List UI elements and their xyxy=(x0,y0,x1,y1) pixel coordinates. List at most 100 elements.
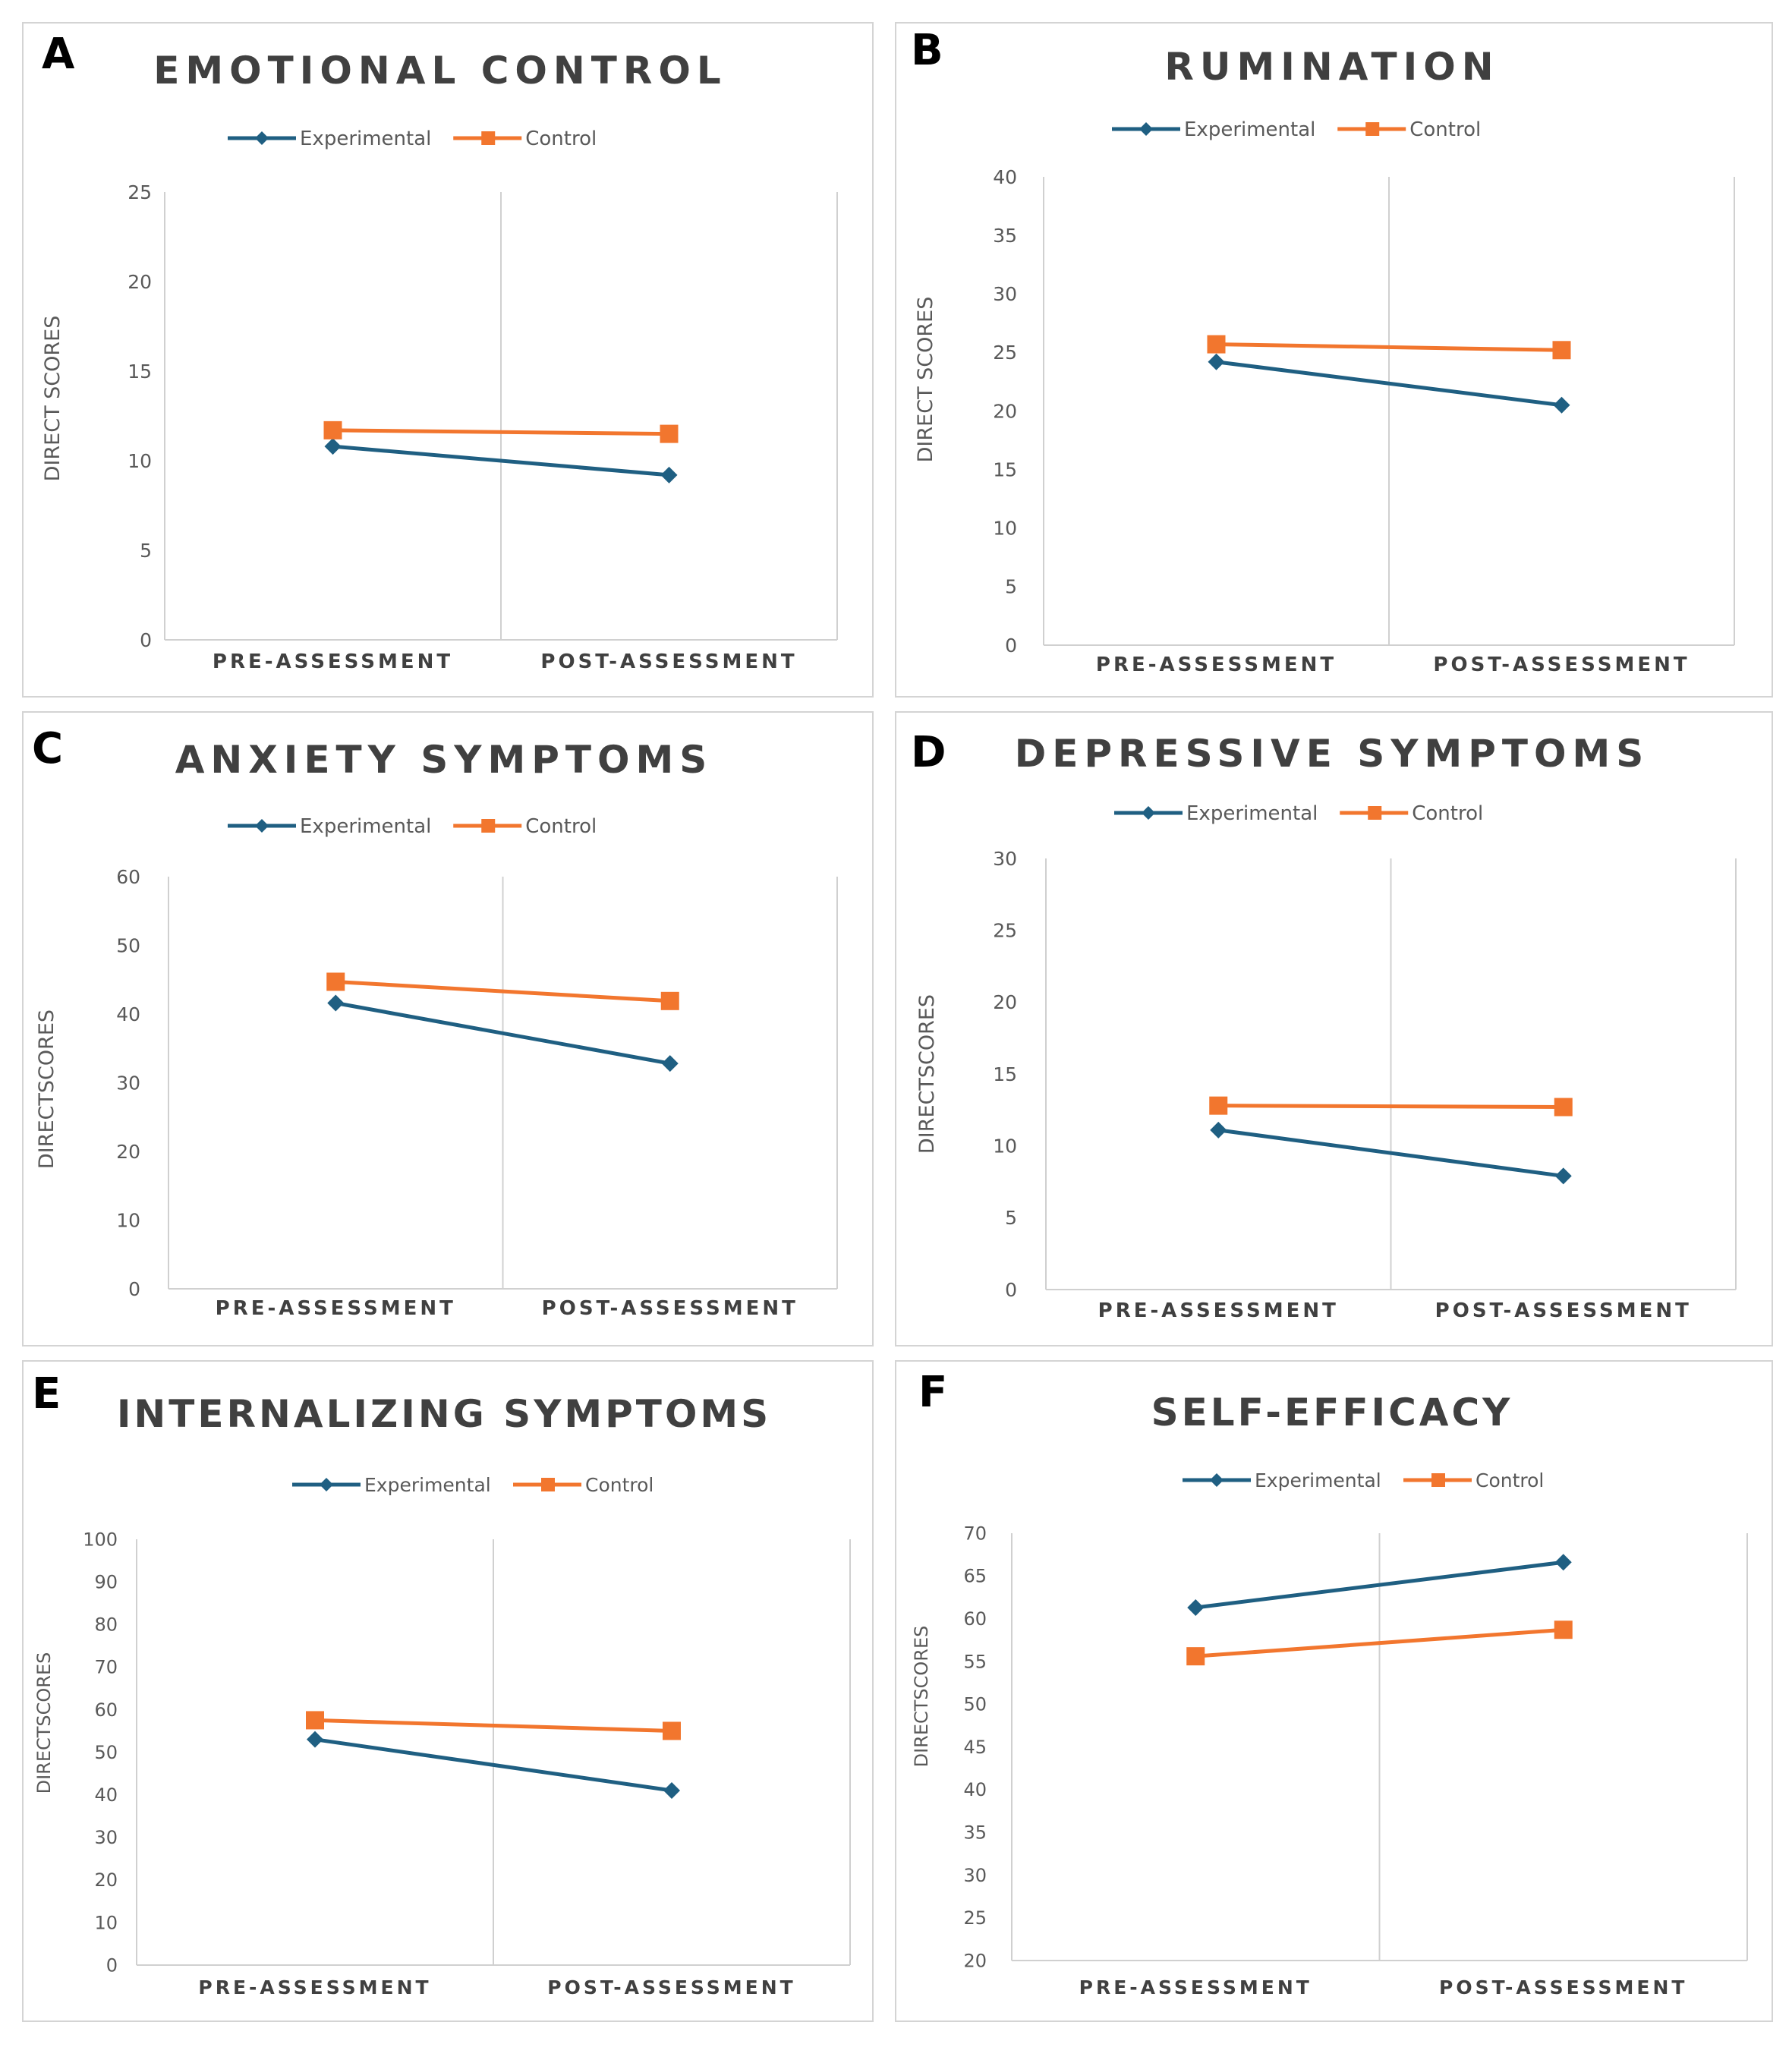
x-tick-label: POST-ASSESSMENT xyxy=(1439,1976,1687,1998)
y-tick-label: 15 xyxy=(993,458,1017,480)
legend: Experimental Control xyxy=(1114,802,1483,825)
y-tick-label: 5 xyxy=(1005,1207,1017,1229)
chart-title: SELF-EFFICACY xyxy=(1151,1391,1513,1435)
y-tick-label: 20 xyxy=(963,1950,987,1971)
panel-letter: E xyxy=(32,1369,61,1419)
legend-label: Control xyxy=(1409,118,1481,141)
y-tick-label: 100 xyxy=(83,1529,118,1550)
legend-marker-diamond xyxy=(255,819,269,833)
panel-border xyxy=(895,711,1773,1346)
series-line xyxy=(314,1737,672,1793)
y-tick-label: 0 xyxy=(1005,1279,1017,1301)
data-point-square xyxy=(323,420,342,439)
data-point-diamond xyxy=(307,1731,323,1748)
data-point-square xyxy=(663,1721,681,1740)
y-tick-label: 15 xyxy=(128,361,152,383)
data-point-diamond xyxy=(1187,1598,1205,1616)
y-tick-label: 65 xyxy=(963,1566,987,1587)
x-tick-label: POST-ASSESSMENT xyxy=(1435,1299,1692,1322)
series-experimental xyxy=(327,994,679,1072)
series-experimental xyxy=(307,1731,680,1799)
series-control xyxy=(326,972,679,1010)
y-tick-label: 5 xyxy=(1005,576,1017,598)
legend-label: Control xyxy=(525,128,597,150)
y-tick-label: 40 xyxy=(94,1784,118,1806)
series-line xyxy=(335,1001,671,1066)
y-tick-label: 30 xyxy=(963,1865,987,1886)
data-point-square xyxy=(1209,1096,1228,1115)
data-point-diamond xyxy=(327,994,345,1012)
series-line xyxy=(1195,1627,1564,1658)
legend-marker-square xyxy=(1368,806,1382,820)
y-tick-label: 25 xyxy=(128,181,152,203)
series-line xyxy=(314,1718,672,1733)
data-point-square xyxy=(306,1711,324,1730)
data-point-diamond xyxy=(661,1055,679,1072)
data-point-diamond xyxy=(660,466,678,483)
series-experimental xyxy=(1210,1121,1572,1185)
panel-letter: A xyxy=(42,30,75,79)
y-tick-label: 30 xyxy=(993,283,1017,305)
data-point-square xyxy=(660,991,679,1010)
legend-marker-diamond xyxy=(1142,806,1155,820)
y-axis-label: DIRECTSCORES xyxy=(915,994,939,1154)
panel-letter: D xyxy=(911,728,946,777)
y-tick-label: 80 xyxy=(94,1614,118,1636)
data-point-diamond xyxy=(1554,1554,1572,1571)
y-tick-label: 10 xyxy=(128,450,152,472)
y-tick-label: 20 xyxy=(128,271,152,293)
y-axis-label: DIRECTSCORES xyxy=(33,1652,55,1794)
chart-panel-a: A EMOTIONAL CONTROL Experimental Control 0 5 1… xyxy=(22,22,874,698)
series-experimental xyxy=(1187,1554,1572,1616)
chart-title: DEPRESSIVE SYMPTOMS xyxy=(1015,732,1650,776)
y-tick-label: 0 xyxy=(128,1278,140,1300)
legend-label: Experimental xyxy=(364,1474,491,1496)
x-tick-label: PRE-ASSESSMENT xyxy=(213,650,453,673)
panel-border xyxy=(22,1360,874,2022)
y-tick-label: 15 xyxy=(993,1063,1017,1085)
legend-label: Experimental xyxy=(1186,802,1318,825)
chart-title: ANXIETY SYMPTOMS xyxy=(175,738,713,782)
legend-marker-diamond xyxy=(320,1478,333,1491)
data-point-diamond xyxy=(1208,353,1225,370)
y-tick-label: 30 xyxy=(993,848,1017,870)
series-control xyxy=(323,420,679,443)
data-point-diamond xyxy=(324,438,342,455)
y-tick-label: 20 xyxy=(993,991,1017,1013)
x-tick-label: POST-ASSESSMENT xyxy=(547,1976,795,1998)
series-control xyxy=(1207,335,1571,360)
y-tick-label: 10 xyxy=(94,1912,118,1933)
data-point-square xyxy=(1554,1098,1573,1117)
legend-label: Control xyxy=(1412,802,1483,825)
panel-border xyxy=(895,1360,1773,2022)
y-axis-label: DIRECTSCORES xyxy=(911,1626,932,1768)
series-line xyxy=(1216,360,1562,408)
chart-title: RUMINATION xyxy=(1164,45,1499,89)
series-control xyxy=(306,1711,681,1740)
y-tick-label: 10 xyxy=(993,518,1017,540)
series-line xyxy=(335,979,670,1003)
legend-label: Control xyxy=(525,815,597,838)
legend: Experimental Control xyxy=(1183,1469,1544,1491)
series-line xyxy=(332,444,669,477)
series-control xyxy=(1209,1096,1573,1117)
y-tick-label: 20 xyxy=(993,400,1017,422)
legend-marker-square xyxy=(541,1478,555,1491)
legend-label: Experimental xyxy=(1184,118,1315,141)
y-tick-label: 50 xyxy=(116,934,140,956)
x-tick-label: PRE-ASSESSMENT xyxy=(198,1976,431,1998)
data-point-square xyxy=(1207,335,1226,354)
legend: Experimental Control xyxy=(1112,118,1481,141)
chart-title: INTERNALIZING SYMPTOMS xyxy=(117,1392,771,1436)
y-tick-label: 45 xyxy=(963,1737,987,1758)
x-tick-label: PRE-ASSESSMENT xyxy=(216,1297,456,1320)
y-tick-label: 40 xyxy=(963,1779,987,1800)
data-point-square xyxy=(1552,341,1571,360)
series-experimental xyxy=(1208,353,1570,414)
y-tick-label: 20 xyxy=(94,1869,118,1891)
y-tick-label: 60 xyxy=(963,1608,987,1630)
series-experimental xyxy=(324,438,678,483)
y-tick-label: 20 xyxy=(116,1141,140,1163)
y-axis-label: DIRECTSCORES xyxy=(35,1009,58,1169)
legend-label: Experimental xyxy=(300,128,431,150)
